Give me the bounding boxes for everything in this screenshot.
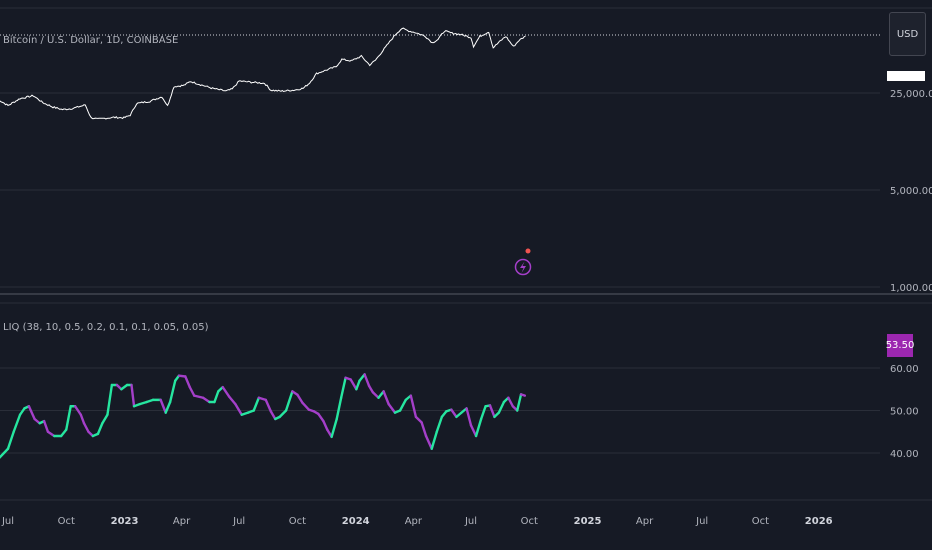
oscillator-segment: [221, 385, 231, 398]
oscillator-segment: [497, 400, 506, 414]
oscillator-segment: [138, 400, 148, 406]
time-tick-label: Apr: [173, 516, 191, 527]
oscillator-segment: [296, 393, 304, 405]
oscillator-segment: [82, 422, 90, 433]
oscillator-segment: [234, 402, 243, 416]
oscillator-segment: [184, 375, 191, 389]
oscillator-segment: [371, 391, 380, 399]
oscillator-segment: [79, 413, 86, 425]
oscillator-segment: [450, 408, 458, 419]
oscillator-tick-label: 40.00: [890, 449, 919, 460]
oscillator-legend: LIQ (38, 10, 0.5, 0.2, 0.1, 0.1, 0.05, 0…: [3, 322, 209, 333]
oscillator-segment: [12, 413, 22, 433]
oscillator-segment: [269, 410, 277, 421]
price-legend: Bitcoin / U.S. Dollar, 1D, COINBASE: [3, 35, 178, 46]
oscillator-segment: [339, 376, 347, 399]
oscillator-segment: [469, 424, 478, 438]
oscillator-segment: [42, 419, 50, 433]
oscillator-segment: [130, 383, 136, 408]
oscillator-segment: [227, 395, 237, 406]
time-tick-label: Apr: [405, 516, 423, 527]
oscillator-segment: [278, 409, 288, 419]
oscillator-tick-label: 50.00: [890, 407, 919, 418]
oscillator-segment: [382, 390, 390, 406]
price-pane: 25,000.00 5,000.00 1,000.00: [0, 27, 932, 294]
oscillator-segment: [465, 407, 473, 427]
time-tick-label: Jul: [695, 516, 708, 527]
oscillator-segment: [159, 398, 167, 414]
oscillator-segment: [420, 421, 428, 438]
oscillator-pane: 60.00 50.00 40.00: [0, 364, 919, 460]
oscillator-segment: [516, 393, 523, 412]
oscillator-segment: [73, 405, 83, 416]
time-tick-label: 2026: [805, 516, 833, 527]
oscillator-segment: [363, 373, 371, 388]
oscillator-segment: [387, 402, 397, 414]
oscillator-segment: [335, 396, 343, 421]
oscillator-segment: [60, 428, 68, 438]
lightning-bolt-icon[interactable]: [514, 248, 532, 276]
oscillator-segment: [188, 385, 196, 397]
oscillator-segment: [474, 417, 483, 438]
oscillator-segment: [252, 396, 261, 412]
time-axis: Jul Oct 2023 Apr Jul Oct 2024 Apr Jul Oct 2025 Apr J…: [1, 516, 833, 527]
oscillator-segment: [519, 393, 527, 397]
oscillator-segment: [96, 422, 104, 436]
time-tick-label: Oct: [289, 516, 306, 527]
time-tick-label: 2023: [111, 516, 139, 527]
currency-button[interactable]: USD: [889, 12, 926, 56]
oscillator-segment: [284, 390, 294, 412]
oscillator-segment: [27, 405, 36, 421]
oscillator-segment: [106, 383, 114, 416]
oscillator-segment: [355, 379, 361, 391]
price-tick-label: 1,000.00: [890, 283, 932, 294]
oscillator-segment: [0, 447, 10, 459]
oscillator-segment: [507, 396, 515, 408]
time-tick-label: Apr: [636, 516, 654, 527]
oscillator-segment: [349, 378, 358, 391]
oscillator-segment: [317, 412, 325, 423]
oscillator-segment: [213, 390, 220, 404]
time-tick-label: Oct: [521, 516, 538, 527]
oscillator-tick-label: 60.00: [890, 364, 919, 375]
oscillator-segment: [65, 405, 72, 431]
oscillator-value-badge: 53.50: [886, 334, 914, 357]
time-tick-label: Oct: [752, 516, 769, 527]
oscillator-segment: [301, 401, 311, 411]
price-tick-label: 5,000.00: [890, 186, 932, 197]
oscillator-segment: [257, 396, 267, 402]
oscillator-segment: [264, 398, 273, 413]
oscillator-segment: [435, 415, 444, 433]
oscillator-segment: [6, 430, 15, 450]
oscillator-segment: [367, 384, 375, 394]
last-price-marker: [887, 71, 925, 81]
price-tick-label: 25,000.00: [890, 89, 932, 100]
time-tick-label: Jul: [464, 516, 477, 527]
oscillator-segment: [330, 417, 338, 439]
time-tick-label: Jul: [1, 516, 14, 527]
oscillator-segment: [479, 405, 487, 421]
price-series-line: [0, 27, 526, 120]
oscillator-segment: [409, 394, 418, 419]
oscillator-segment: [101, 413, 109, 425]
oscillator-segment: [193, 394, 205, 399]
oscillator-segment: [398, 398, 407, 412]
oscillator-segment: [414, 415, 423, 424]
oscillator-segment: [18, 407, 26, 416]
oscillator-segment: [168, 379, 177, 404]
oscillator-segment: [164, 400, 172, 414]
time-tick-label: 2025: [574, 516, 602, 527]
oscillator-segment: [322, 419, 329, 431]
oscillator-segment: [488, 404, 496, 419]
oscillator-segment: [430, 430, 438, 450]
oscillator-segment: [201, 396, 211, 404]
time-tick-label: Oct: [58, 516, 75, 527]
oscillator-segment: [46, 430, 56, 438]
time-tick-label: 2024: [342, 516, 370, 527]
time-tick-label: Jul: [232, 516, 245, 527]
oscillator-segment: [424, 434, 433, 450]
